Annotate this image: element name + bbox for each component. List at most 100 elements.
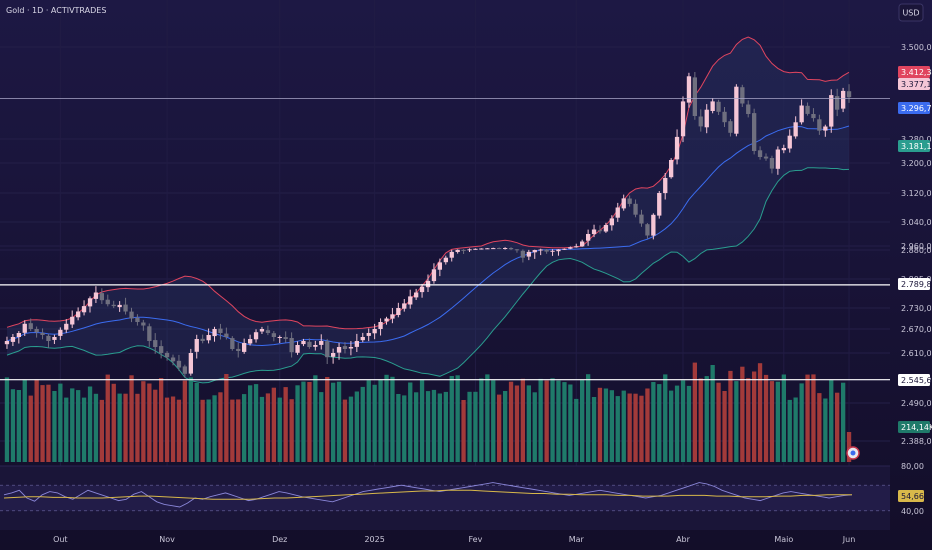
volume-bar bbox=[354, 391, 359, 462]
volume-bar bbox=[384, 374, 389, 462]
volume-bar bbox=[674, 385, 680, 462]
candle-body bbox=[129, 311, 134, 319]
currency-button-label[interactable]: USD bbox=[902, 9, 919, 18]
volume-bar bbox=[669, 390, 674, 462]
candle-body bbox=[621, 198, 626, 209]
volume-bar bbox=[473, 391, 478, 462]
volume-bar bbox=[372, 384, 377, 462]
candle-body bbox=[574, 246, 579, 248]
volume-bar bbox=[556, 380, 561, 462]
volume-bar bbox=[621, 390, 626, 462]
volume-bar bbox=[544, 380, 549, 462]
volume-bar bbox=[40, 385, 45, 462]
volume-bar bbox=[787, 399, 792, 462]
candle-body bbox=[70, 316, 75, 325]
candle-body bbox=[728, 121, 733, 133]
volume-bar bbox=[331, 382, 336, 462]
time-axis[interactable]: Out Nov Dez 2025 Fev Mar Abr Maio Jun bbox=[53, 535, 855, 544]
candle-body bbox=[532, 250, 537, 253]
price-tick-label: 3.120,00 bbox=[901, 189, 932, 198]
candle-body bbox=[597, 230, 603, 232]
volume-bar bbox=[117, 393, 122, 462]
volume-bar bbox=[639, 395, 644, 462]
lower-band-line bbox=[6, 167, 850, 384]
time-tick-label: Fev bbox=[469, 535, 483, 544]
candle-body bbox=[360, 337, 365, 341]
volume-bar bbox=[526, 385, 531, 462]
candle-body bbox=[443, 257, 448, 263]
price-tag-bg bbox=[898, 278, 930, 290]
candle-body bbox=[793, 122, 798, 137]
volume-bar bbox=[686, 385, 692, 462]
volume-bar bbox=[817, 393, 822, 462]
volume-bar bbox=[419, 379, 425, 462]
volume-bar bbox=[603, 388, 609, 462]
volume-bar bbox=[781, 374, 786, 462]
volume-bar bbox=[307, 382, 312, 462]
volume-bar bbox=[182, 380, 187, 462]
candle-body bbox=[538, 249, 543, 251]
candle-body bbox=[301, 341, 306, 345]
volume-bar bbox=[218, 392, 223, 462]
candle-body bbox=[414, 292, 419, 298]
candle-body bbox=[366, 333, 371, 336]
currency-button-frame[interactable] bbox=[898, 3, 924, 22]
volume-bar bbox=[722, 391, 727, 462]
candle-body bbox=[811, 114, 816, 119]
volume-bar bbox=[295, 385, 300, 462]
volume-bar bbox=[360, 386, 365, 462]
candle-body bbox=[224, 333, 229, 337]
volume-bar bbox=[378, 380, 383, 462]
volume-bar bbox=[503, 391, 508, 462]
candle-body bbox=[491, 248, 496, 250]
candle-body bbox=[390, 314, 395, 319]
volume-bar bbox=[408, 382, 413, 462]
volume-bar bbox=[698, 378, 703, 462]
price-tag-upper-band-value: 3.412,34 bbox=[901, 68, 932, 77]
volume-bar bbox=[479, 378, 484, 462]
volume-bar bbox=[841, 382, 846, 462]
candle-body bbox=[336, 347, 342, 353]
price-tag-middle-band-value: 3.296,76 bbox=[901, 104, 932, 113]
candle-body bbox=[674, 136, 680, 160]
volume-bar bbox=[22, 379, 27, 462]
volume-bars bbox=[4, 362, 852, 462]
candle-body bbox=[437, 262, 442, 270]
candle-body bbox=[230, 338, 235, 349]
price-axis[interactable]: 3.500,00 3.280,00 3.200,00 3.120,00 3.040,00… bbox=[901, 43, 932, 446]
candle-body bbox=[194, 339, 199, 352]
volume-bar bbox=[823, 398, 828, 462]
volume-bar bbox=[710, 365, 715, 462]
candle-body bbox=[105, 299, 110, 305]
candle-body bbox=[331, 353, 336, 357]
volume-bar bbox=[170, 396, 176, 462]
price-tag-bg bbox=[898, 374, 930, 386]
volume-bar bbox=[64, 397, 69, 462]
rsi-value-tag: 54,66 bbox=[901, 492, 924, 501]
candle-body bbox=[289, 338, 294, 353]
price-tick-label: 3.200,00 bbox=[901, 159, 932, 168]
candle-body bbox=[455, 249, 460, 252]
volume-bar bbox=[443, 391, 448, 462]
volume-bar bbox=[200, 399, 205, 462]
candle-body bbox=[449, 251, 454, 258]
candle-body bbox=[461, 249, 466, 251]
time-tick-label: Nov bbox=[159, 535, 175, 544]
volume-bar bbox=[46, 384, 51, 462]
candle-body bbox=[248, 339, 253, 344]
candle-body bbox=[757, 150, 763, 157]
price-tag-bg bbox=[898, 140, 930, 152]
candle-body bbox=[586, 234, 591, 241]
rsi-indicator: 80,00 40,00 54,66 bbox=[0, 462, 924, 516]
candle-body bbox=[544, 249, 549, 252]
candle-body bbox=[710, 101, 715, 111]
volume-bar bbox=[793, 397, 798, 462]
symbol-title[interactable]: Gold · 1D · ACTIVTRADES bbox=[6, 6, 106, 15]
news-icon[interactable] bbox=[846, 446, 860, 460]
candle-body bbox=[242, 343, 247, 352]
volume-bar bbox=[348, 396, 354, 462]
candle-body bbox=[147, 326, 152, 341]
volume-bar bbox=[129, 375, 134, 462]
currency-button[interactable]: USD bbox=[898, 3, 924, 22]
